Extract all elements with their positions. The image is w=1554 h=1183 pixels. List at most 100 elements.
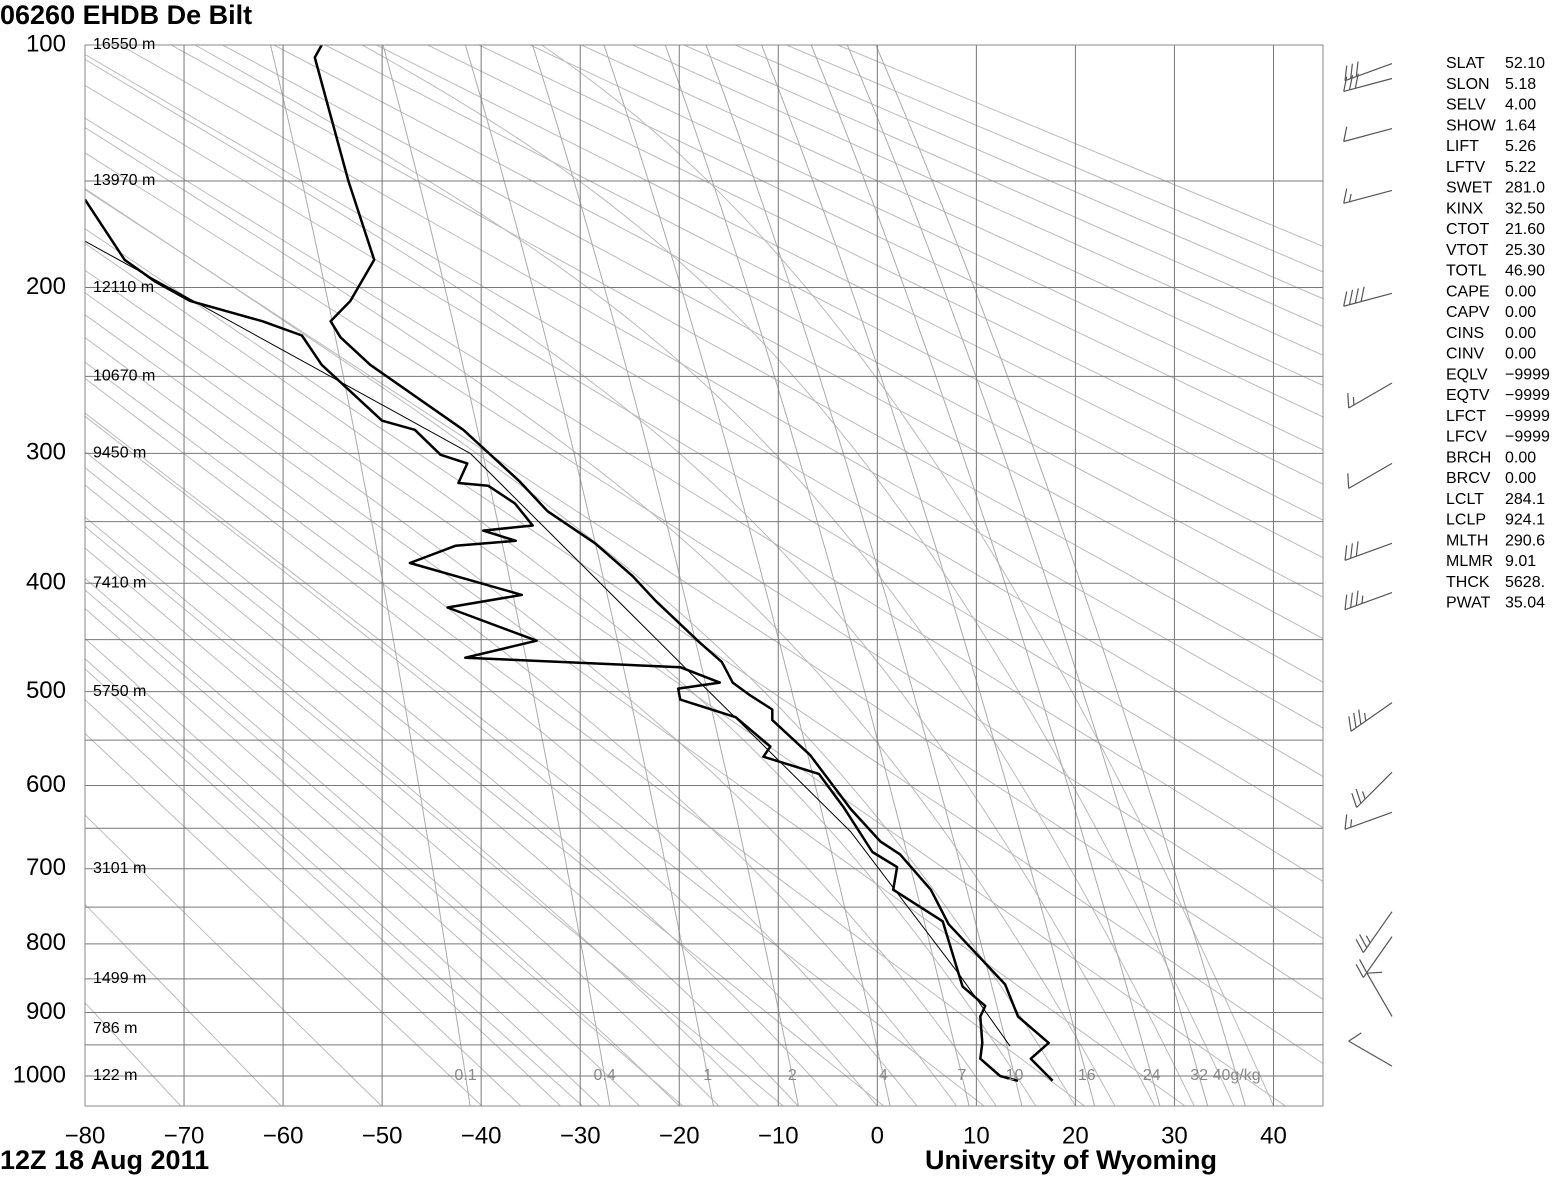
- stat-value: 281.0: [1505, 180, 1545, 197]
- moist-adiabat: [85, 668, 561, 1106]
- stat-value: −9999: [1505, 387, 1550, 404]
- stat-name: MLMR: [1446, 553, 1493, 570]
- stat-value: 4.00: [1505, 97, 1536, 114]
- mixing-ratio-label: 1: [703, 1067, 712, 1084]
- source-label: University of Wyoming: [925, 1145, 1217, 1175]
- barb-feather: [1355, 939, 1364, 953]
- mixing-ratio-line: [270, 45, 471, 1106]
- height-label: 786 m: [93, 1020, 137, 1037]
- stat-value: 0.00: [1505, 283, 1536, 300]
- barb-feather: [1343, 126, 1348, 142]
- y-tick-label: 300: [26, 439, 66, 466]
- stat-value: 5.22: [1505, 159, 1536, 176]
- mixing-ratio-label: 7: [958, 1067, 967, 1084]
- wind-barb: [1351, 771, 1393, 808]
- barb-staff: [1348, 1040, 1393, 1067]
- barb-feather: [1355, 788, 1362, 804]
- barb-staff: [1362, 936, 1393, 978]
- stat-value: 5.18: [1505, 76, 1536, 93]
- stat-value: 0.00: [1505, 470, 1536, 487]
- x-tick-label: −40: [461, 1122, 502, 1149]
- stat-value: 35.04: [1505, 595, 1545, 612]
- x-tick-label: −70: [164, 1122, 205, 1149]
- wind-barb: [1347, 462, 1393, 489]
- stat-name: BRCV: [1446, 470, 1491, 487]
- dry-adiabat: [85, 412, 985, 1106]
- stat-name: LCLP: [1446, 512, 1486, 529]
- dry-adiabat: [85, 189, 1323, 1000]
- wind-barb: [1344, 590, 1393, 611]
- mixing-ratio-label: 0.4: [594, 1067, 616, 1084]
- height-label: 12110 m: [93, 279, 154, 296]
- dry-adiabat: [427, 45, 1323, 485]
- mixing-ratio-line: [705, 45, 1023, 1106]
- stat-value: 46.90: [1505, 263, 1545, 280]
- height-label: 7410 m: [93, 574, 146, 591]
- wind-barb: [1348, 702, 1393, 732]
- background-lines: [85, 45, 1323, 1106]
- wind-barb: [1355, 936, 1393, 978]
- wind-barb: [1344, 541, 1393, 561]
- dry-adiabat: [683, 45, 1323, 328]
- dry-adiabat: [85, 658, 583, 1106]
- barb-feather: [1344, 814, 1348, 830]
- barb-feather: [1344, 594, 1348, 610]
- mixing-ratio-line: [664, 45, 970, 1106]
- moist-adiabat: [85, 698, 522, 1106]
- wind-barb: [1343, 188, 1393, 204]
- stat-name: CINV: [1446, 346, 1485, 363]
- dry-adiabat: [85, 117, 1323, 883]
- stat-name: SWET: [1446, 180, 1492, 197]
- barb-feather: [1348, 74, 1354, 91]
- barb-feather: [1350, 543, 1353, 559]
- barb-feather: [1359, 934, 1368, 948]
- stat-name: LFTV: [1446, 159, 1485, 176]
- dry-adiabat: [85, 314, 1186, 1106]
- stat-value: 5628.: [1505, 574, 1545, 591]
- wind-barb: [1343, 286, 1393, 307]
- stat-name: KINX: [1446, 200, 1484, 217]
- moist-adiabat: [85, 188, 1076, 1106]
- mixing-ratio-line: [810, 45, 1161, 1106]
- stat-value: 9.01: [1505, 553, 1536, 570]
- barb-staff: [1366, 972, 1393, 1017]
- dry-adiabat: [85, 589, 684, 1106]
- mixing-ratio-line: [532, 45, 799, 1106]
- moist-adiabat: [85, 577, 680, 1106]
- mixing-ratio-line: [761, 45, 1096, 1106]
- wind-barb: [1343, 73, 1393, 93]
- mixing-ratio-line: [464, 45, 714, 1106]
- moist-adiabat: [361, 45, 1235, 1106]
- stat-name: EQTV: [1446, 387, 1490, 404]
- barb-staff: [1348, 462, 1393, 489]
- dry-adiabat: [85, 53, 1323, 778]
- barb-feather: [1348, 1032, 1362, 1042]
- barb-feather: [1347, 473, 1350, 489]
- moist-adiabat: [85, 242, 1037, 1106]
- dry-adiabat: [273, 45, 1323, 598]
- dry-adiabat: [85, 732, 483, 1106]
- stat-name: VTOT: [1446, 242, 1489, 259]
- profiles: [85, 45, 1054, 1083]
- time-label: 12Z 18 Aug 2011: [0, 1145, 209, 1175]
- mixing-ratio-label: 32: [1190, 1067, 1208, 1084]
- dry-adiabat: [85, 152, 1323, 940]
- chart-title: 06260 EHDB De Bilt: [0, 0, 252, 30]
- barb-feather: [1343, 291, 1348, 307]
- barb-staff: [1344, 592, 1393, 611]
- stat-name: EQLV: [1446, 366, 1488, 383]
- mixing-ratio-label: 4: [879, 1067, 888, 1084]
- stat-value: 284.1: [1505, 491, 1545, 508]
- wind-barb: [1355, 911, 1393, 953]
- x-tick-label: −20: [659, 1122, 700, 1149]
- barb-half-feather: [1365, 935, 1371, 944]
- barb-staff: [1348, 382, 1393, 409]
- stat-name: CAPE: [1446, 283, 1490, 300]
- stat-name: MLTH: [1446, 532, 1488, 549]
- moist-adiabat: [85, 415, 878, 1106]
- barb-feather: [1350, 63, 1353, 79]
- y-tick-label: 400: [26, 569, 66, 596]
- dry-adiabat: [85, 1002, 182, 1106]
- barb-staff: [1344, 542, 1393, 561]
